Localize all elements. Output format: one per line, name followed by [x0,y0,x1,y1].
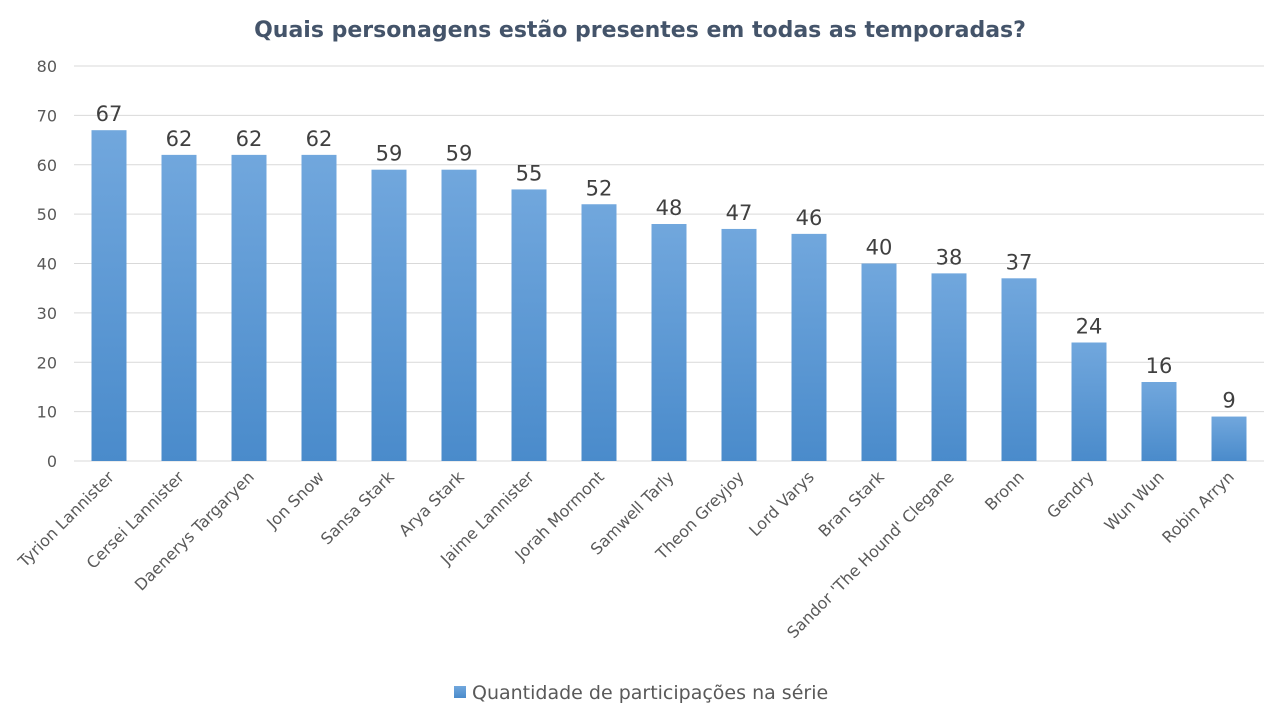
data-label: 59 [446,142,473,166]
bar [1071,342,1107,461]
data-labels: 67 62 62 62 59 59 55 52 48 47 46 40 38 37 24 16 9 [96,102,1236,412]
bars [91,130,1247,461]
y-axis-ticks: 0 10 20 30 40 50 60 70 80 [37,57,57,471]
data-label: 37 [1006,250,1033,274]
bar [301,154,337,461]
y-tick-label: 70 [37,106,57,125]
data-label: 16 [1146,354,1173,378]
y-tick-label: 0 [47,452,57,471]
x-tick-label: Bronn [981,467,1028,514]
y-tick-label: 50 [37,205,57,224]
bar [651,224,687,461]
bar [1211,416,1247,461]
x-tick-label: Robin Arryn [1158,467,1238,547]
y-tick-label: 80 [37,57,57,76]
y-tick-label: 20 [37,353,57,372]
legend-swatch [454,686,466,698]
bar [1001,278,1037,461]
data-label: 38 [936,245,963,269]
bar [161,154,197,461]
y-tick-label: 60 [37,156,57,175]
x-tick-label: Lord Varys [745,467,818,540]
x-tick-label: Gendry [1043,467,1098,522]
data-label: 46 [796,206,823,230]
bar [791,233,827,461]
x-tick-label: Bran Stark [815,467,889,541]
data-label: 62 [166,127,193,151]
x-tick-label: Daenerys Targaryen [131,467,258,594]
bar [231,154,267,461]
data-label: 59 [376,142,403,166]
bar [581,204,617,461]
bar [861,263,897,461]
x-tick-label: Sansa Stark [317,467,398,548]
data-label: 48 [656,196,683,220]
y-tick-label: 40 [37,255,57,274]
x-tick-label: Wun Wun [1101,467,1168,534]
y-tick-label: 10 [37,403,57,422]
data-label: 24 [1076,315,1103,339]
data-label: 55 [516,161,543,185]
data-label: 52 [586,176,613,200]
bar [721,228,757,461]
x-tick-label: Jon Snow [262,467,328,533]
bar [371,169,407,461]
legend-label: Quantidade de participações na série [472,682,828,704]
x-tick-label: Arya Stark [395,467,468,540]
y-tick-label: 30 [37,304,57,323]
data-label: 40 [866,236,893,260]
legend: Quantidade de participações na série [454,682,828,704]
data-label: 47 [726,201,753,225]
chart-title: Quais personagens estão presentes em tod… [254,18,1026,43]
bar [91,130,127,461]
data-label: 62 [306,127,333,151]
bar [931,273,967,461]
bar [441,169,477,461]
bar [1141,382,1177,461]
bar [511,189,547,461]
data-label: 9 [1222,389,1235,413]
data-label: 67 [96,102,123,126]
data-label: 62 [236,127,263,151]
